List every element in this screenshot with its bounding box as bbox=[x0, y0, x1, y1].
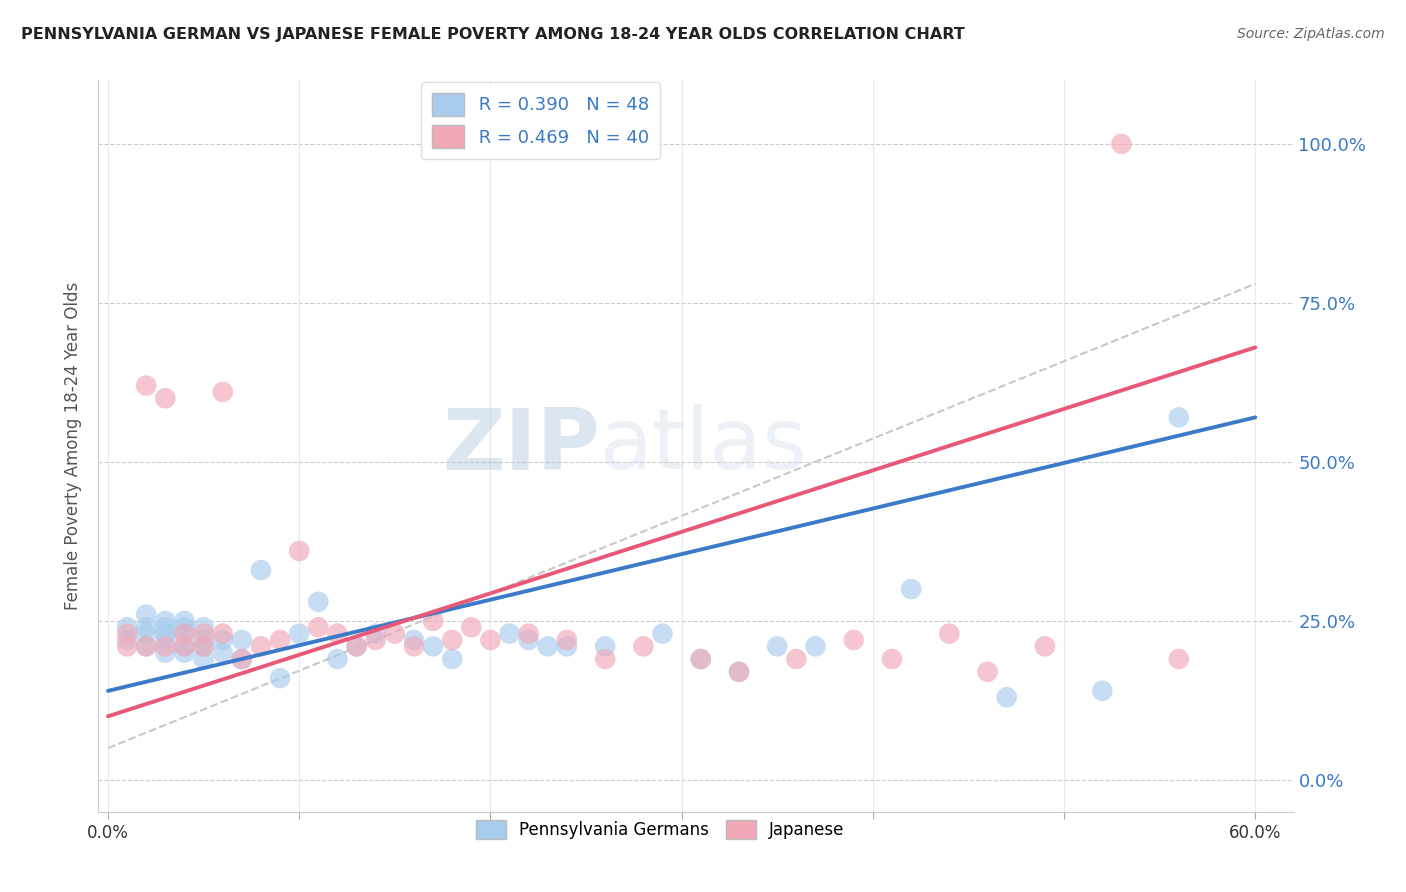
Point bbox=[364, 626, 387, 640]
Point bbox=[193, 632, 215, 647]
Point bbox=[135, 640, 157, 654]
Point bbox=[115, 640, 138, 654]
Point bbox=[135, 607, 157, 622]
Point bbox=[422, 614, 444, 628]
Point bbox=[938, 626, 960, 640]
Point bbox=[1167, 410, 1189, 425]
Point bbox=[689, 652, 711, 666]
Point bbox=[135, 640, 157, 654]
Point bbox=[326, 626, 349, 640]
Point bbox=[422, 640, 444, 654]
Point bbox=[173, 640, 195, 654]
Point bbox=[1091, 684, 1114, 698]
Point bbox=[211, 646, 233, 660]
Point bbox=[269, 632, 291, 647]
Point bbox=[155, 632, 177, 647]
Point bbox=[231, 652, 253, 666]
Point bbox=[441, 632, 464, 647]
Point bbox=[479, 632, 502, 647]
Point bbox=[135, 620, 157, 634]
Point bbox=[193, 640, 215, 654]
Point bbox=[555, 632, 578, 647]
Point bbox=[460, 620, 482, 634]
Point bbox=[728, 665, 751, 679]
Point bbox=[346, 640, 368, 654]
Point bbox=[651, 626, 673, 640]
Point bbox=[211, 626, 233, 640]
Point bbox=[402, 632, 425, 647]
Point bbox=[1033, 640, 1056, 654]
Point bbox=[250, 563, 273, 577]
Point bbox=[804, 640, 827, 654]
Point bbox=[173, 614, 195, 628]
Point bbox=[211, 384, 233, 399]
Text: ZIP: ZIP bbox=[443, 404, 600, 488]
Point bbox=[976, 665, 998, 679]
Point bbox=[115, 632, 138, 647]
Point bbox=[211, 632, 233, 647]
Point bbox=[173, 620, 195, 634]
Point bbox=[135, 378, 157, 392]
Point bbox=[842, 632, 865, 647]
Point bbox=[173, 626, 195, 640]
Point bbox=[173, 640, 195, 654]
Point bbox=[115, 626, 138, 640]
Point bbox=[384, 626, 406, 640]
Point bbox=[288, 626, 311, 640]
Point bbox=[517, 626, 540, 640]
Point bbox=[173, 646, 195, 660]
Point bbox=[633, 640, 655, 654]
Point bbox=[517, 632, 540, 647]
Point bbox=[728, 665, 751, 679]
Point bbox=[537, 640, 560, 654]
Point bbox=[498, 626, 520, 640]
Point bbox=[135, 626, 157, 640]
Point bbox=[193, 652, 215, 666]
Point bbox=[346, 640, 368, 654]
Point bbox=[155, 626, 177, 640]
Point bbox=[250, 640, 273, 654]
Point bbox=[155, 614, 177, 628]
Point bbox=[193, 626, 215, 640]
Point bbox=[155, 620, 177, 634]
Legend: Pennsylvania Germans, Japanese: Pennsylvania Germans, Japanese bbox=[467, 812, 853, 847]
Point bbox=[402, 640, 425, 654]
Point bbox=[880, 652, 903, 666]
Point bbox=[193, 640, 215, 654]
Point bbox=[689, 652, 711, 666]
Point bbox=[766, 640, 789, 654]
Point bbox=[288, 544, 311, 558]
Point bbox=[269, 671, 291, 685]
Point bbox=[155, 646, 177, 660]
Point bbox=[1111, 136, 1133, 151]
Text: PENNSYLVANIA GERMAN VS JAPANESE FEMALE POVERTY AMONG 18-24 YEAR OLDS CORRELATION: PENNSYLVANIA GERMAN VS JAPANESE FEMALE P… bbox=[21, 27, 965, 42]
Point bbox=[364, 632, 387, 647]
Point bbox=[231, 652, 253, 666]
Point bbox=[785, 652, 807, 666]
Text: atlas: atlas bbox=[600, 404, 808, 488]
Point bbox=[193, 620, 215, 634]
Point bbox=[307, 595, 329, 609]
Point bbox=[326, 652, 349, 666]
Point bbox=[155, 392, 177, 406]
Point bbox=[441, 652, 464, 666]
Point bbox=[900, 582, 922, 596]
Point bbox=[115, 620, 138, 634]
Y-axis label: Female Poverty Among 18-24 Year Olds: Female Poverty Among 18-24 Year Olds bbox=[65, 282, 83, 610]
Point bbox=[173, 626, 195, 640]
Text: Source: ZipAtlas.com: Source: ZipAtlas.com bbox=[1237, 27, 1385, 41]
Point bbox=[155, 640, 177, 654]
Point bbox=[593, 652, 616, 666]
Point bbox=[555, 640, 578, 654]
Point bbox=[307, 620, 329, 634]
Point bbox=[1167, 652, 1189, 666]
Point bbox=[995, 690, 1018, 705]
Point bbox=[231, 632, 253, 647]
Point bbox=[593, 640, 616, 654]
